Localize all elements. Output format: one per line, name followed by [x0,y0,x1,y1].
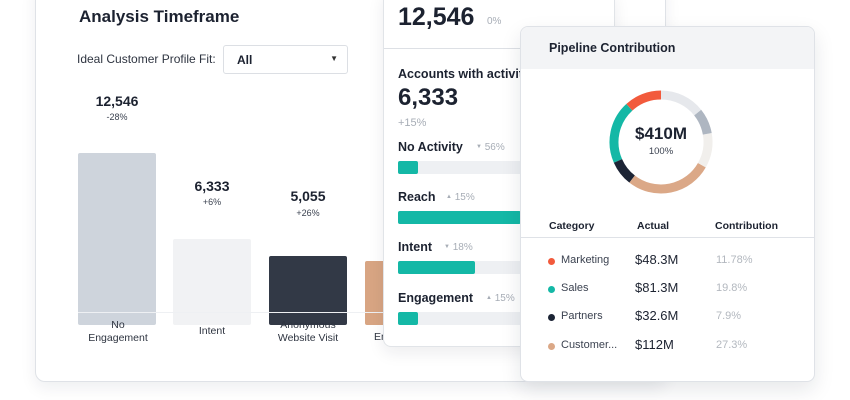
bar-label-line: No [111,319,125,331]
column-header-contribution: Contribution [715,220,778,232]
table-row-customer[interactable]: Customer... $112M 27.3% [521,337,814,357]
bar-column-anonymous-visit: 5,055 +26% [269,89,347,329]
activity-change: ▲ 15% [446,192,475,203]
donut-total-value: $410M [635,124,687,143]
bar-label-line: Anonymous [280,319,336,331]
activity-label: Reach [398,190,436,204]
pipeline-card: Pipeline Contribution $410M 100% Categor… [520,26,815,382]
activity-bar-fill [398,261,475,274]
chevron-down-icon: ▼ [330,54,338,63]
table-row-partners[interactable]: Partners $32.6M 7.9% [521,308,814,328]
donut-segment-customer[interactable] [629,162,706,194]
activity-change: ▼ 56% [476,142,505,153]
bar-column-intent: 6,333 +6% [173,89,251,329]
icp-filter-select[interactable]: All ▼ [223,45,348,74]
activity-change: ▼ 18% [444,242,473,253]
bar-value: 5,055 [290,188,326,204]
bar-label-line: Engagement [88,332,148,344]
donut-segment-other-2[interactable] [693,109,712,135]
table-divider [521,237,814,238]
bar-label-anonymous-visit: Anonymous Website Visit [258,319,358,345]
pipeline-header: Pipeline Contribution [521,27,814,69]
bar-label-line: Website Visit [277,332,339,344]
active-accounts-value: 6,333 [398,84,459,111]
donut-segment-partners[interactable] [613,158,636,183]
icp-filter-label: Ideal Customer Profile Fit: [77,52,216,66]
active-accounts-change: +15% [398,117,427,129]
activity-bar-fill [398,161,418,174]
bar-label-intent: Intent [162,325,262,338]
bar[interactable] [173,239,251,325]
activity-bar-fill [398,312,418,325]
activity-label: Engagement [398,291,474,305]
bar-change: -28% [106,112,128,122]
bar-change: +26% [296,208,320,218]
donut-segment-other-1[interactable] [697,133,713,168]
row-contribution: 27.3% [716,339,748,351]
table-row-marketing[interactable]: Marketing $48.3M 11.78% [521,252,814,272]
active-accounts-title: Accounts with activity [398,67,530,81]
legend-dot [548,258,555,265]
chart-baseline [78,312,408,313]
donut-segment-sales[interactable] [609,103,633,163]
trend-up-icon: ▲ [446,194,452,200]
legend-dot [548,286,555,293]
row-category: Marketing [561,254,610,266]
bar-change: +6% [202,197,222,207]
analysis-title: Analysis Timeframe [79,7,240,26]
column-header-actual: Actual [637,220,670,232]
icp-filter-value: All [237,53,253,67]
trend-down-icon: ▼ [476,144,482,150]
bar[interactable] [269,256,347,325]
donut-segment-marketing[interactable] [626,90,662,111]
pipeline-donut: $410M 100% [606,87,716,197]
legend-dot [548,343,555,350]
row-contribution: 11.78% [716,254,753,266]
donut-chart [609,90,713,194]
activity-label: No Activity [398,140,463,154]
bar-column-no-engagement: 12,546 -28% [78,89,156,329]
column-header-category: Category [549,220,595,232]
bar-label-no-engagement: No Engagement [68,319,168,345]
bar-label-line: Intent [198,325,226,337]
row-actual: $32.6M [635,308,679,323]
trend-up-icon: ▲ [486,295,492,301]
row-category: Customer... [561,339,618,351]
row-category: Sales [561,282,589,294]
donut-total-percent: 100% [648,146,674,157]
row-actual: $112M [635,337,674,352]
legend-dot [548,314,555,321]
trend-down-icon: ▼ [444,244,450,250]
activity-change: ▲ 15% [486,293,515,304]
donut-segment-other-3[interactable] [660,90,702,116]
row-contribution: 19.8% [716,282,748,294]
accounts-total-change: 0% [487,16,502,27]
activity-bar-fill [398,211,522,224]
row-actual: $48.3M [635,252,679,267]
pipeline-title: Pipeline Contribution [549,41,676,55]
row-category: Partners [561,310,603,322]
row-contribution: 7.9% [716,310,742,322]
activity-label: Intent [398,240,433,254]
bar-value: 6,333 [194,178,230,194]
accounts-total: 12,546 [398,3,475,31]
table-row-sales[interactable]: Sales $81.3M 19.8% [521,280,814,300]
divider [384,48,614,49]
bar[interactable] [78,153,156,325]
bar-value: 12,546 [95,93,139,109]
row-actual: $81.3M [635,280,679,295]
